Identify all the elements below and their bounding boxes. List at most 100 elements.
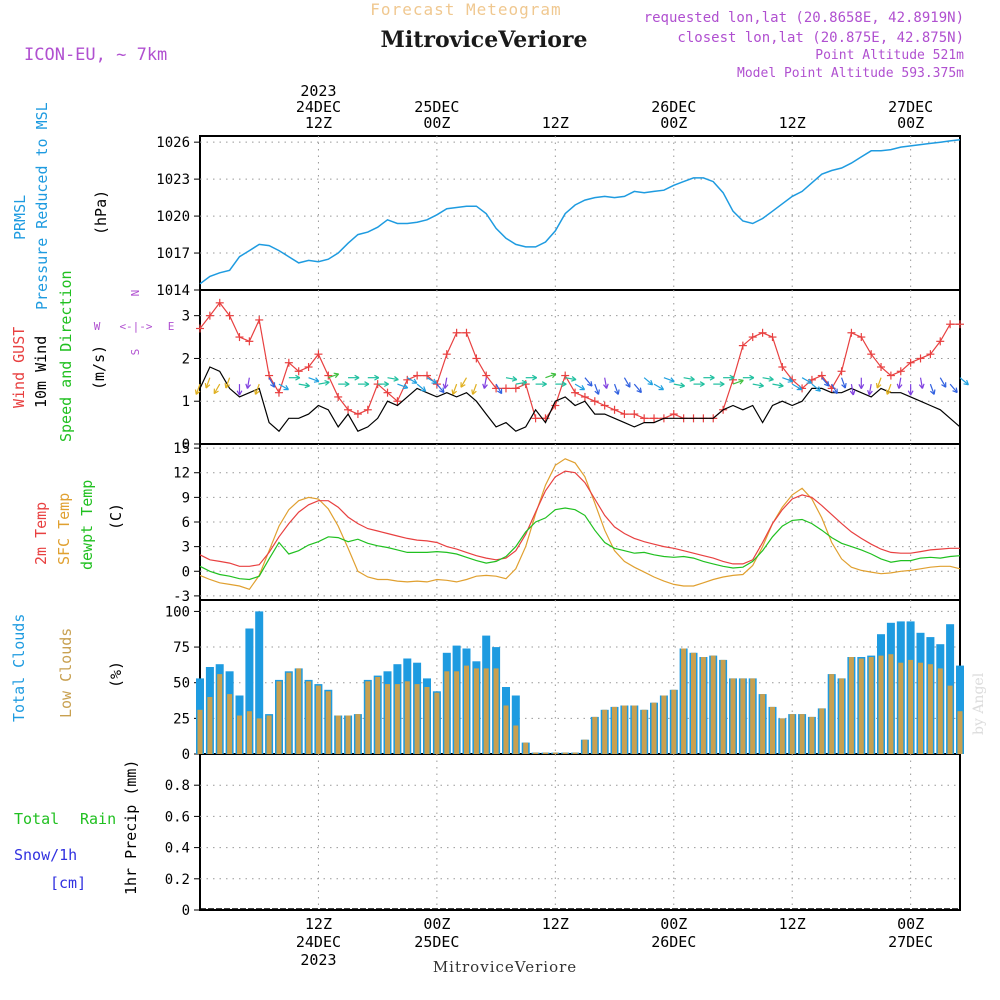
sfc-temp-series-line: [199, 458, 961, 591]
low-clouds-bar: [306, 681, 312, 754]
wind-gust-marker: [551, 401, 560, 410]
wind-arrow-head: [955, 387, 958, 393]
wind-gust-marker: [580, 392, 589, 401]
wind-arrow-shaft: [436, 383, 445, 393]
wind-arrow-head: [875, 382, 878, 389]
wind-panel-frame: [199, 289, 961, 445]
y-tick-label: 1017: [156, 246, 190, 262]
y-tick-label: 1: [182, 394, 190, 410]
wind-direction-arrow: [623, 377, 631, 388]
wind-arrow-head: [798, 385, 803, 390]
wind-arrow-head: [963, 383, 969, 386]
wind-gust-marker: [334, 392, 343, 401]
wind-arrow-head: [571, 379, 577, 382]
wind-gust-marker: [344, 405, 353, 414]
low-clouds-bar: [651, 702, 657, 754]
wind-direction-arrow: [545, 372, 557, 379]
compass-south: S: [129, 349, 142, 356]
wind-arrow-head: [768, 379, 774, 382]
wind-arrow-shaft: [298, 383, 310, 387]
low-clouds-bar: [513, 725, 519, 754]
y-tick-label: 3: [182, 540, 190, 556]
wind-direction-arrow: [693, 381, 705, 388]
y-tick-label: 12: [173, 466, 190, 482]
wind-direction-arrow: [885, 383, 892, 395]
y-tick-label: -3: [173, 589, 190, 605]
wind-gust-marker: [383, 388, 392, 397]
wind-direction-arrow: [849, 384, 856, 396]
wind-direction-arrow: [858, 377, 865, 389]
low-clouds-bar: [681, 648, 687, 754]
wind-arrow-head: [729, 377, 735, 381]
wind-arrow-head: [561, 383, 567, 388]
wind-gust-marker: [936, 337, 945, 346]
wind-direction-arrow: [495, 383, 503, 395]
product-title: Forecast Meteogram: [370, 0, 561, 19]
wind-arrow-head: [729, 374, 735, 379]
wind-arrow-head: [602, 384, 608, 389]
wind-direction-arrow: [703, 374, 715, 381]
low-clouds-bar: [424, 687, 430, 754]
wind-arrow-head: [561, 381, 567, 385]
temp-dewpt-label: dewpt Temp: [78, 480, 96, 570]
wind-gust-marker: [620, 410, 629, 419]
bottom-time-label: 00Z: [423, 915, 450, 933]
wind-direction-arrow: [949, 383, 958, 394]
y-tick-label: 0.4: [165, 841, 190, 857]
wind-arrow-head: [680, 382, 685, 387]
low-clouds-bar: [868, 657, 874, 754]
wind-arrow-shaft: [801, 377, 812, 384]
low-clouds-bar: [661, 695, 667, 754]
wind-arrow-shaft: [732, 379, 744, 385]
bottom-time-label: 12Z: [542, 915, 569, 933]
clouds-panel-frame: [199, 599, 961, 755]
wind-arrow-shaft: [574, 383, 585, 391]
wind-gust-marker: [363, 405, 372, 414]
wind-arrow-head: [966, 379, 969, 385]
wind-direction-arrow: [752, 382, 764, 389]
wind-arrow-head: [439, 390, 445, 394]
wind-gust-marker: [571, 388, 580, 397]
wind-arrow-head: [394, 376, 399, 381]
wind-arrow-head: [420, 389, 426, 392]
wind-arrow-shaft: [772, 383, 784, 387]
marks-layer: [194, 138, 969, 910]
low-clouds-bar: [858, 658, 864, 754]
wind-arrow-head: [896, 383, 900, 389]
wind-direction-arrow: [278, 383, 289, 391]
low-clouds-bar: [464, 665, 469, 754]
wind-arrow-shaft: [959, 377, 969, 386]
wind-direction-arrow: [515, 380, 528, 386]
wind-direction-arrow: [840, 377, 847, 389]
wind-arrow-shaft: [673, 383, 685, 387]
wind-direction-arrow: [298, 382, 310, 389]
wind-direction-arrow: [442, 377, 449, 389]
wind-direction-arrow: [555, 381, 567, 388]
low-clouds-bar: [454, 671, 460, 754]
bottom-time-label: 12Z: [305, 915, 332, 933]
wind-arrow-head: [451, 389, 454, 395]
low-clouds-bar: [227, 694, 233, 754]
wind-arrow-head: [452, 390, 458, 395]
wind-arrow-head: [522, 381, 528, 386]
wind-direction-arrow: [377, 381, 389, 388]
wind-arrow-head: [815, 389, 821, 392]
wind-gust-marker: [956, 320, 964, 329]
low-clouds-bar: [296, 668, 302, 754]
temp-2m-series-line: [199, 470, 960, 567]
clouds-unit: (%): [107, 661, 125, 688]
wind-arrow-head: [738, 379, 744, 381]
wind-arrow-head: [719, 383, 725, 388]
y-tick-label: 15: [173, 441, 190, 457]
wind-direction-arrow: [574, 383, 586, 391]
low-clouds-bar: [592, 716, 598, 754]
low-clouds-bar: [839, 678, 845, 754]
low-clouds-bar: [809, 716, 815, 754]
wind-arrow-head: [808, 378, 813, 384]
wind-arrow-head: [195, 390, 201, 395]
bottom-time-label: 00Z: [897, 915, 924, 933]
wind-gust-marker: [867, 350, 876, 359]
y-tick-label: 3: [182, 309, 190, 325]
y-tick-label: 0: [182, 564, 190, 580]
wind-arrow-head: [769, 376, 774, 381]
